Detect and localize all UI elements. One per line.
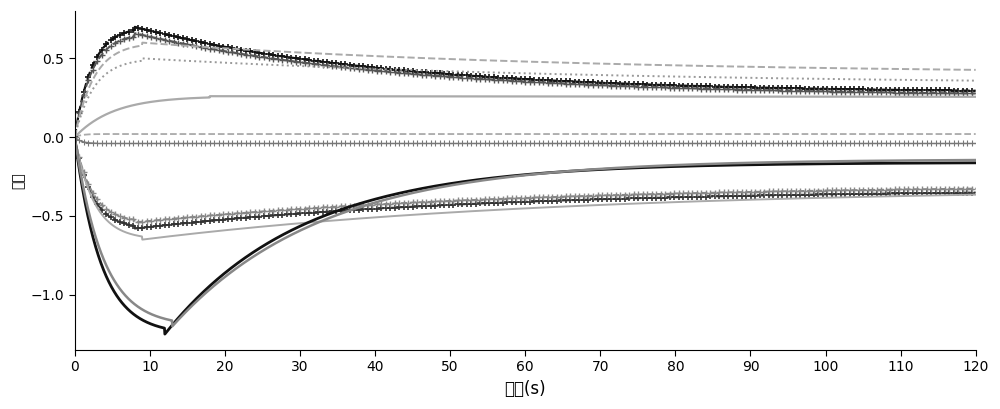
Y-axis label: 噪声: 噪声 — [11, 172, 25, 189]
X-axis label: 时间(s): 时间(s) — [504, 380, 546, 398]
